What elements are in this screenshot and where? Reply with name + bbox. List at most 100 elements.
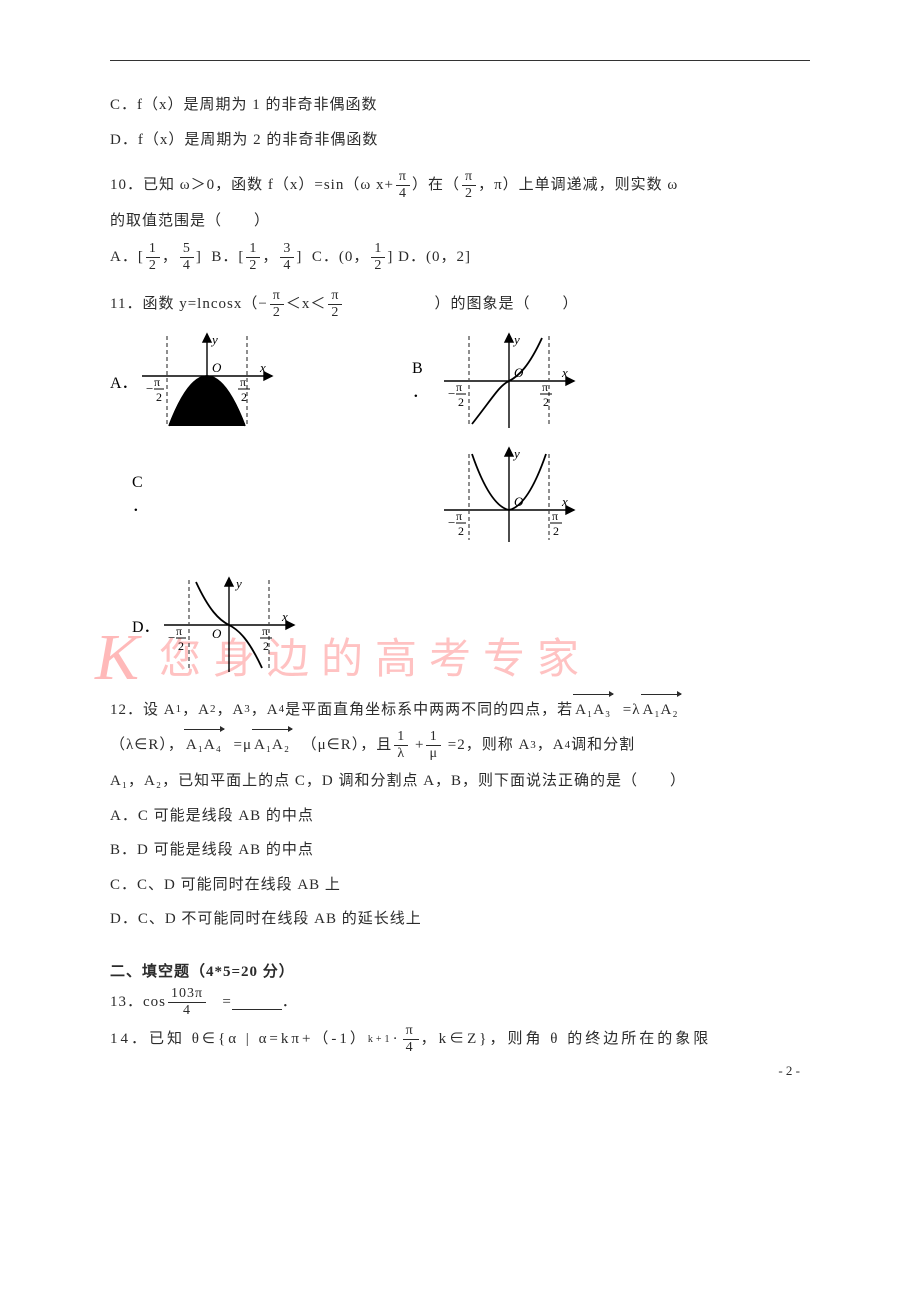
svg-text:π: π — [552, 509, 558, 523]
q12-vec12a: A₁A₂ — [641, 696, 681, 725]
q11-row-ab: A． O x y − π2 π2 — [110, 326, 810, 436]
q10-optA-a: A．[ — [110, 243, 144, 272]
q12-opt-a: A．C 可能是线段 AB 的中点 — [110, 802, 810, 831]
q12-line2: （λ∈R）， A₁A₄ =μ A₁A₂ （μ∈R），且 1λ + 1μ =2，则… — [110, 730, 810, 761]
q14-frac: π4 — [403, 1024, 419, 1055]
q12-line1: 12．设 A1 ，A2 ，A3 ，A4 是平面直角坐标系中两两不同的四点，若 A… — [110, 696, 810, 725]
svg-text:−: − — [168, 630, 175, 645]
svg-text:y: y — [512, 332, 520, 347]
q12-l2b: =μ — [233, 731, 252, 760]
q12-a: 12．设 A — [110, 696, 176, 725]
q11-row-c: C ． O x y − π2 π2 — [110, 440, 810, 550]
svg-text:π: π — [176, 624, 182, 638]
q13-blank — [232, 994, 282, 1010]
svg-text:O: O — [514, 365, 524, 380]
svg-text:y: y — [234, 576, 242, 591]
svg-text:x: x — [561, 365, 568, 380]
q10-options: A．[ 12 ， 54 ] B．[ 12 ， 34 ] C．(0， 12 ] D… — [110, 242, 810, 273]
svg-text:π: π — [154, 375, 160, 389]
svg-text:2: 2 — [263, 639, 269, 653]
q11-graph-b: O x y − π2 π2 — [434, 326, 584, 436]
q10-optA-c: ] — [196, 243, 202, 272]
q10-stem-c: ，π）上单调递减，则实数 ω — [478, 171, 678, 200]
q11-graph-d: O x y − π2 π2 — [154, 570, 304, 680]
q12-d: ，A — [251, 696, 279, 725]
svg-text:2: 2 — [156, 390, 162, 404]
q11-frac-pos: π2 — [328, 289, 342, 320]
q13: 13．cos 103π4 = ． — [110, 987, 810, 1018]
q10-optB-c: ] — [296, 243, 302, 272]
q10-stem-line2: 的取值范围是（ ） — [110, 207, 810, 236]
q12-vec12b: A₁A₂ — [252, 731, 292, 760]
q11-stem-a: 11．函数 y=lncosx（ — [110, 290, 258, 319]
q11-stem: 11．函数 y=lncosx（ − π2 ＜x＜ π2 ）的图象是（ ） — [110, 289, 810, 320]
q10-fracA1: 12 — [146, 242, 160, 273]
svg-text:2: 2 — [458, 395, 464, 409]
q11-opt-b-label: B ． — [412, 360, 434, 402]
q11-graph-a: O x y − π2 π2 — [132, 326, 282, 436]
q12-l2c: （μ∈R），且 — [302, 731, 393, 760]
q14: 14．已知 θ∈{α | α=kπ+（-1） k+1 · π4 ，k∈Z}，则角… — [110, 1024, 810, 1055]
svg-text:O: O — [514, 494, 524, 509]
q12-l2g: 调和分割 — [571, 731, 635, 760]
q12-c: ，A — [216, 696, 244, 725]
q13-b: = — [222, 988, 231, 1017]
q11-opt-d-label: D． — [132, 613, 154, 637]
content: C．f（x）是周期为 1 的非奇非偶函数 D．f（x）是周期为 2 的非奇非偶函… — [110, 91, 810, 1055]
q12-frac-l: 1λ — [394, 730, 408, 761]
q10-frac1: π 4 — [396, 170, 410, 201]
svg-text:π: π — [456, 509, 462, 523]
q12-l2e: =2，则称 A — [448, 731, 531, 760]
q12-vec14: A₁A₄ — [184, 731, 224, 760]
q14-a: 14．已知 θ∈{α | α=kπ+（-1） — [110, 1025, 368, 1054]
q12-l2d: + — [415, 731, 424, 760]
q11-stem-b: ）的图象是（ ） — [434, 290, 578, 319]
q9-opt-d: D．f（x）是周期为 2 的非奇非偶函数 — [110, 126, 810, 155]
svg-text:x: x — [259, 360, 266, 375]
q14-c: ，k∈Z}，则角 θ 的终边所在的象限 — [421, 1025, 712, 1054]
svg-text:π: π — [262, 624, 268, 638]
q10-optB-b: ， — [262, 243, 278, 272]
svg-text:O: O — [212, 360, 222, 375]
q11-opt-a-label: A． — [110, 369, 132, 393]
svg-text:O: O — [212, 626, 222, 641]
svg-text:−: − — [146, 381, 153, 396]
section2-title: 二、填空题（4*5=20 分） — [110, 960, 810, 981]
q11-graph-c: O x y − π2 π2 — [434, 440, 584, 550]
q10-fracB2: 34 — [280, 242, 294, 273]
top-rule — [110, 60, 810, 61]
svg-text:x: x — [561, 494, 568, 509]
q10-optC-b: ] — [387, 243, 393, 272]
q9-opt-c: C．f（x）是周期为 1 的非奇非偶函数 — [110, 91, 810, 120]
q14-b: · — [393, 1025, 401, 1054]
q10-frac2: π 2 — [462, 170, 476, 201]
svg-text:2: 2 — [241, 390, 247, 404]
q11-opt-c-label: C ． — [132, 474, 154, 516]
q12-f: =λ — [623, 696, 641, 725]
q10-fracA2: 54 — [180, 242, 194, 273]
q12-frac-m: 1μ — [426, 730, 441, 761]
q10-optD: D．(0，2] — [398, 243, 471, 272]
q12-opt-c: C．C、D 可能同时在线段 AB 上 — [110, 871, 810, 900]
svg-text:2: 2 — [543, 395, 549, 409]
q11-row-d: D． O x y − π2 π2 — [110, 570, 810, 680]
q11-stem-mid: ＜x＜ — [286, 290, 327, 319]
q10-fracC1: 12 — [371, 242, 385, 273]
q12-b: ，A — [182, 696, 210, 725]
q10-stem-line1: 10．已知 ω＞0，函数 f（x）=sin（ω x+ π 4 ）在（ π 2 ，… — [110, 170, 810, 201]
q12-line3: A₁，A₂，已知平面上的点 C，D 调和分割点 A，B，则下面说法正确的是（ ） — [110, 767, 810, 796]
page-number: - 2 - — [778, 1063, 800, 1079]
svg-text:−: − — [448, 386, 455, 401]
q12-l2f: ，A — [537, 731, 565, 760]
svg-text:π: π — [542, 380, 548, 394]
q10-stem-b: ）在（ — [412, 171, 460, 200]
svg-text:π: π — [456, 380, 462, 394]
q13-frac: 103π4 — [168, 987, 206, 1018]
q13-a: 13．cos — [110, 988, 166, 1017]
svg-text:−: − — [448, 515, 455, 530]
svg-text:2: 2 — [178, 639, 184, 653]
q10-optB-a: B．[ — [211, 243, 244, 272]
q12-opt-d: D．C、D 不可能同时在线段 AB 的延长线上 — [110, 905, 810, 934]
q12-l2a: （λ∈R）， — [110, 731, 184, 760]
q11-frac-neg: π2 — [270, 289, 284, 320]
